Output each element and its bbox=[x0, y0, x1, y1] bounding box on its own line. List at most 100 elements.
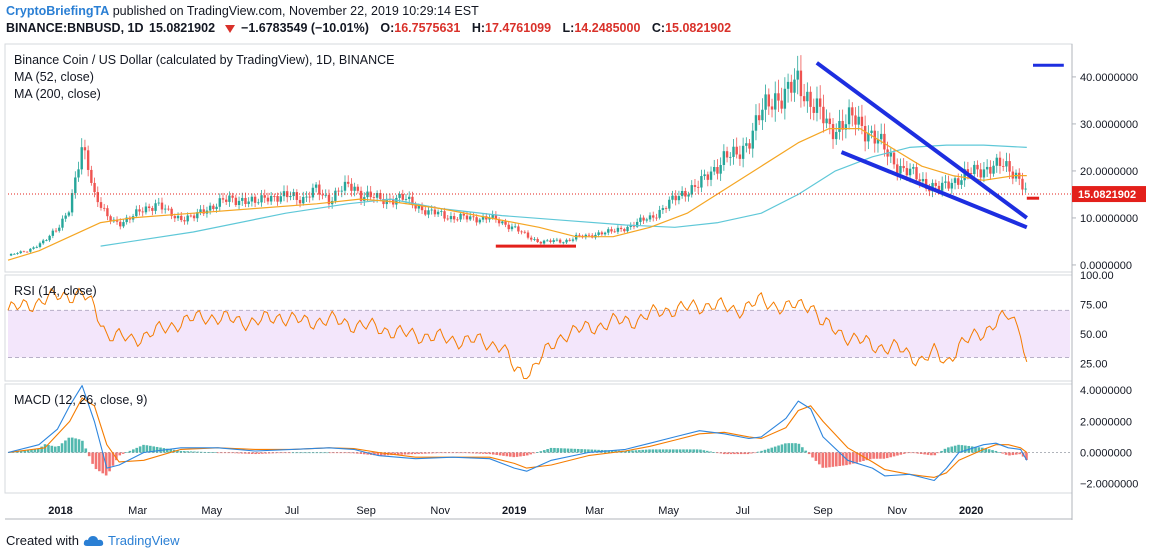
candle-body bbox=[96, 192, 99, 203]
candle-body bbox=[815, 98, 819, 113]
candle-body bbox=[202, 209, 205, 214]
tradingview-link[interactable]: TradingView bbox=[83, 533, 180, 548]
candle-body bbox=[587, 234, 591, 236]
trendline-upper bbox=[815, 61, 1028, 220]
macd-histogram-bar bbox=[756, 451, 760, 453]
macd-histogram-bar bbox=[345, 452, 349, 454]
candle-body bbox=[61, 218, 64, 228]
candle-body bbox=[883, 133, 886, 150]
candle-body bbox=[183, 220, 186, 222]
macd-legend: MACD (12, 26, close, 9) bbox=[14, 393, 148, 407]
candle-body bbox=[1011, 171, 1015, 179]
macd-histogram-bar bbox=[128, 450, 132, 453]
macd-histogram-bar bbox=[824, 452, 828, 468]
macd-histogram-bar bbox=[278, 452, 281, 454]
candle-body bbox=[828, 118, 832, 125]
macd-histogram-bar bbox=[379, 452, 383, 456]
macd-histogram-bar bbox=[804, 450, 808, 453]
candle-body bbox=[411, 196, 414, 206]
macd-histogram-bar bbox=[699, 449, 702, 453]
macd-histogram-bar bbox=[352, 452, 356, 454]
macd-histogram-bar bbox=[430, 452, 434, 454]
macd-histogram-bar bbox=[447, 452, 451, 454]
macd-histogram-bar bbox=[801, 447, 804, 453]
candle-body bbox=[764, 94, 767, 110]
candle-body bbox=[950, 182, 954, 189]
candle-body bbox=[475, 217, 478, 223]
candle-body bbox=[857, 116, 860, 125]
author-link[interactable]: CryptoBriefingTA bbox=[6, 4, 110, 18]
macd-histogram-bar bbox=[970, 446, 974, 453]
candle-body bbox=[790, 81, 793, 93]
macd-histogram-bar bbox=[295, 452, 298, 454]
candle-body bbox=[738, 154, 742, 159]
macd-histogram-bar bbox=[407, 452, 410, 455]
macd-histogram-bar bbox=[583, 449, 587, 453]
macd-histogram-bar bbox=[763, 449, 767, 453]
macd-histogram-bar bbox=[322, 452, 325, 454]
macd-histogram-bar bbox=[393, 452, 397, 455]
candle-body bbox=[398, 194, 401, 198]
macd-histogram-bar bbox=[726, 452, 729, 455]
published-text: published on TradingView.com, November 2… bbox=[112, 4, 479, 18]
candle-body bbox=[523, 231, 526, 233]
macd-histogram-bar bbox=[563, 448, 566, 453]
candle-body bbox=[860, 116, 864, 126]
macd-histogram-bar bbox=[40, 446, 43, 453]
candle-body bbox=[327, 194, 331, 205]
candle-body bbox=[70, 193, 74, 213]
macd-histogram-bar bbox=[478, 452, 482, 454]
candle-body bbox=[934, 182, 937, 186]
candle-body bbox=[732, 146, 735, 157]
macd-histogram-bar bbox=[576, 448, 580, 453]
candle-body bbox=[838, 120, 841, 132]
macd-histogram-bar bbox=[43, 444, 47, 453]
macd-histogram-bar bbox=[522, 452, 526, 456]
candle-body bbox=[937, 185, 941, 191]
macd-histogram-bar bbox=[508, 452, 512, 457]
chart-canvas[interactable]: 2018 Mar May Jul Sep Nov 2019 Mar May Jul Sep Nov 20… bbox=[0, 0, 1150, 530]
macd-histogram-bar bbox=[919, 452, 923, 454]
macd-histogram-bar bbox=[413, 452, 417, 455]
candle-body bbox=[395, 197, 398, 205]
candle-body bbox=[513, 226, 517, 228]
macd-histogram-bar bbox=[33, 449, 37, 453]
candle-body bbox=[86, 150, 90, 170]
macd-histogram-bar bbox=[376, 452, 380, 456]
candle-body bbox=[751, 130, 754, 149]
macd-histogram-bar bbox=[1011, 452, 1015, 456]
macd-histogram-bar bbox=[84, 448, 88, 453]
macd-histogram-bar bbox=[950, 446, 954, 453]
candle-body bbox=[562, 242, 565, 244]
candle-body bbox=[613, 231, 616, 233]
candle-body bbox=[863, 125, 867, 142]
macd-histogram-bar bbox=[899, 452, 903, 455]
candle-body bbox=[83, 147, 87, 151]
candle-body bbox=[603, 232, 607, 235]
macd-histogram-bar bbox=[831, 452, 835, 467]
candle-body bbox=[725, 151, 729, 158]
macd-histogram-bar bbox=[515, 452, 519, 457]
footer: Created with TradingView bbox=[6, 533, 180, 548]
candle-body bbox=[51, 230, 55, 236]
candle-body bbox=[969, 172, 973, 175]
macd-histogram-bar bbox=[974, 446, 977, 453]
candle-body bbox=[9, 253, 13, 256]
time-tick-label: Mar bbox=[585, 505, 604, 517]
candle-body bbox=[298, 199, 302, 204]
macd-histogram-bar bbox=[957, 444, 960, 453]
candle-body bbox=[982, 169, 986, 178]
macd-histogram-bar bbox=[947, 447, 950, 453]
candle-body bbox=[266, 197, 270, 202]
macd-histogram-bar bbox=[627, 450, 631, 453]
macd-histogram-bar bbox=[896, 452, 899, 456]
candle-body bbox=[173, 216, 177, 219]
candle-body bbox=[269, 196, 273, 202]
time-tick-label: 2020 bbox=[959, 505, 983, 517]
macd-histogram-bar bbox=[30, 449, 33, 453]
macd-histogram-bar bbox=[777, 445, 780, 453]
candle-body bbox=[164, 208, 167, 210]
last-price: 15.0821902 bbox=[149, 21, 216, 35]
time-tick-label: Nov bbox=[887, 505, 907, 517]
macd-histogram-bar bbox=[271, 452, 274, 454]
